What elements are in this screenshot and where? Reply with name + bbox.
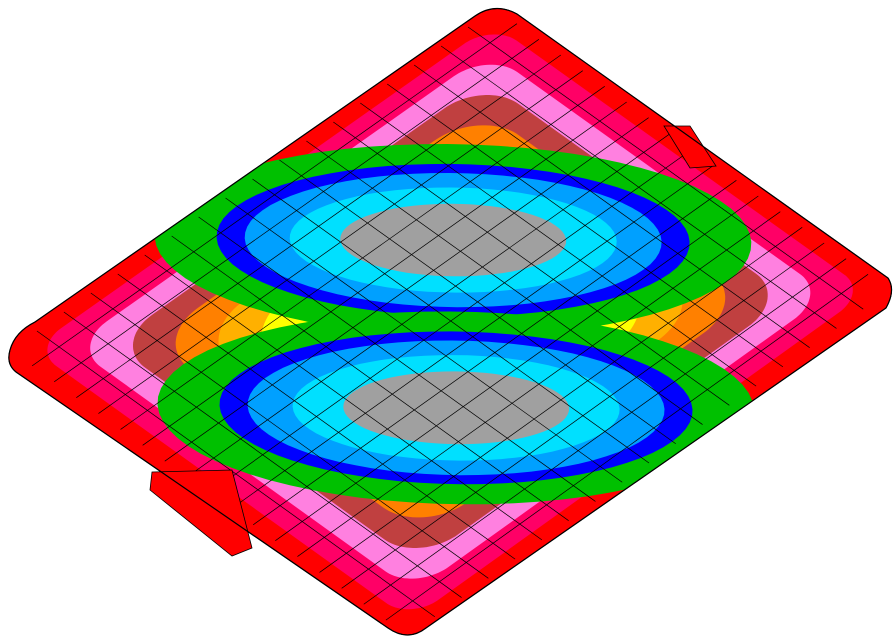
- support-tab: [149, 469, 253, 557]
- mesh-line: [413, 64, 810, 348]
- mesh-line: [385, 274, 869, 621]
- mesh-line: [363, 258, 847, 605]
- support-tab: [663, 125, 717, 169]
- lobe-band: [343, 371, 570, 445]
- mesh-line: [467, 26, 864, 310]
- mesh-line: [440, 45, 837, 329]
- lobe-band: [340, 203, 567, 277]
- contour-bands: [31, 23, 869, 621]
- plate-border: [8, 7, 893, 636]
